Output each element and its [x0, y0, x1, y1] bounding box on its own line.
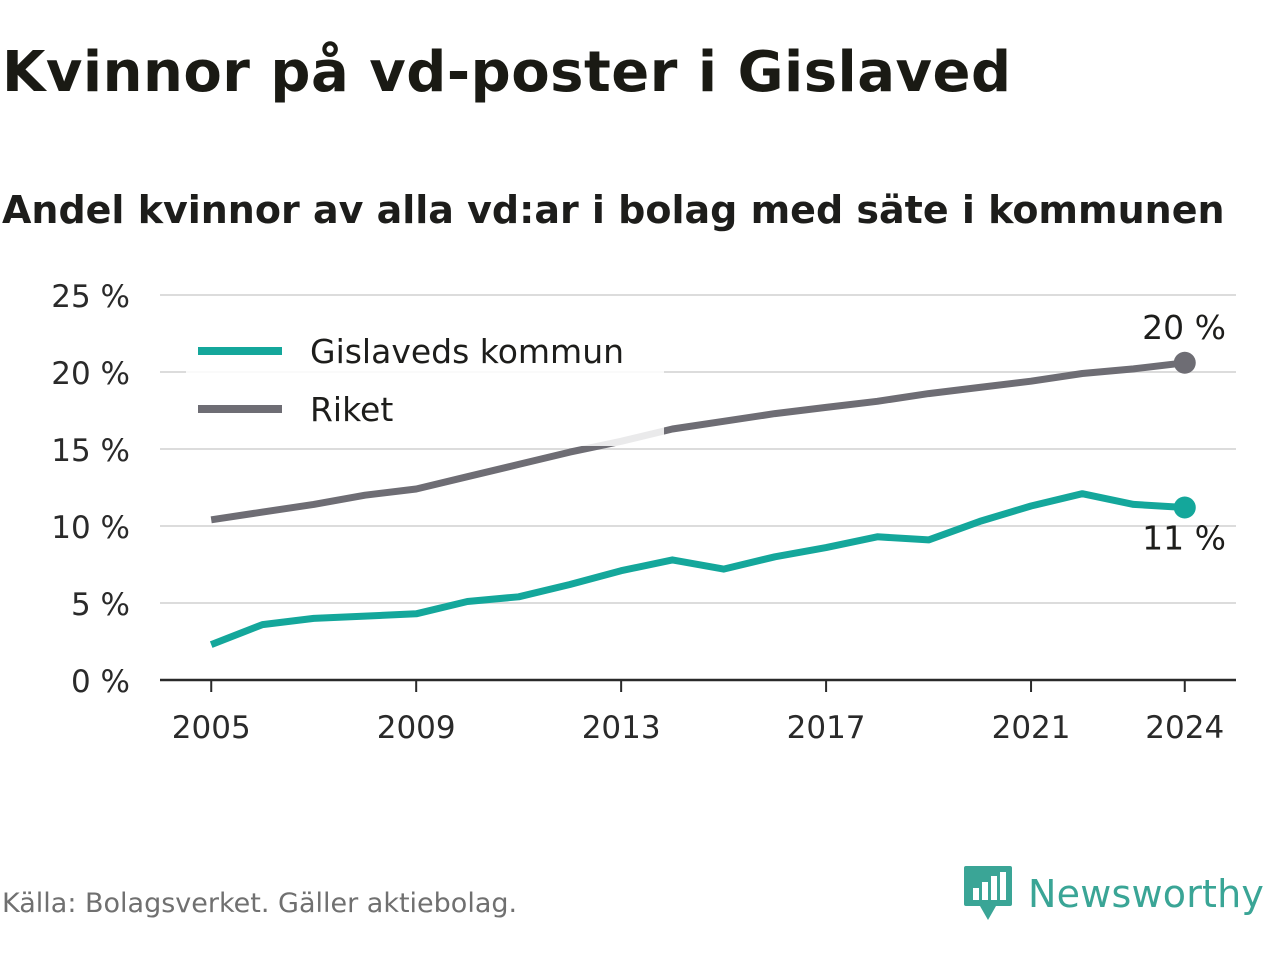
chart-subtitle: Andel kvinnor av alla vd:ar i bolag med … — [2, 188, 1225, 232]
y-tick-label: 5 % — [71, 587, 130, 623]
end-value-label: 11 % — [1142, 519, 1226, 558]
y-tick-label: 20 % — [51, 356, 130, 392]
y-tick-label: 15 % — [51, 433, 130, 469]
x-tick-label: 2017 — [787, 710, 866, 746]
y-tick-label: 10 % — [51, 510, 130, 546]
source-note: Källa: Bolagsverket. Gäller aktiebolag. — [2, 888, 518, 919]
legend: Gislaveds kommun Riket — [186, 322, 664, 446]
legend-label: Gislaveds kommun — [310, 332, 624, 371]
end-value-label: 20 % — [1142, 308, 1226, 347]
x-tick-label: 2024 — [1145, 710, 1224, 746]
legend-background — [186, 322, 664, 446]
brand-logo: Newsworthy — [962, 864, 1264, 924]
y-tick-label: 25 % — [51, 279, 130, 315]
x-tick-label: 2021 — [992, 710, 1071, 746]
end-point-marker — [1173, 496, 1196, 519]
legend-label: Riket — [310, 390, 393, 429]
y-tick-label: 0 % — [71, 664, 130, 700]
axes: 0 % 5 % 10 % 15 % 20 % 25 % 2005 2009 2013 2017 20… — [51, 279, 1236, 746]
end-point-marker — [1173, 351, 1196, 374]
x-tick-label: 2013 — [582, 710, 661, 746]
end-labels: 11 % 20 % — [1142, 308, 1226, 558]
x-tick-label: 2009 — [377, 710, 456, 746]
newsworthy-logo-icon — [964, 866, 1012, 920]
brand-name: Newsworthy — [1028, 872, 1265, 916]
series-lines — [209, 359, 1186, 648]
series-line-0 — [209, 490, 1186, 648]
chart-title: Kvinnor på vd-poster i Gislaved — [2, 40, 1012, 105]
series-line-1 — [210, 359, 1186, 524]
x-tick-label: 2005 — [172, 710, 251, 746]
